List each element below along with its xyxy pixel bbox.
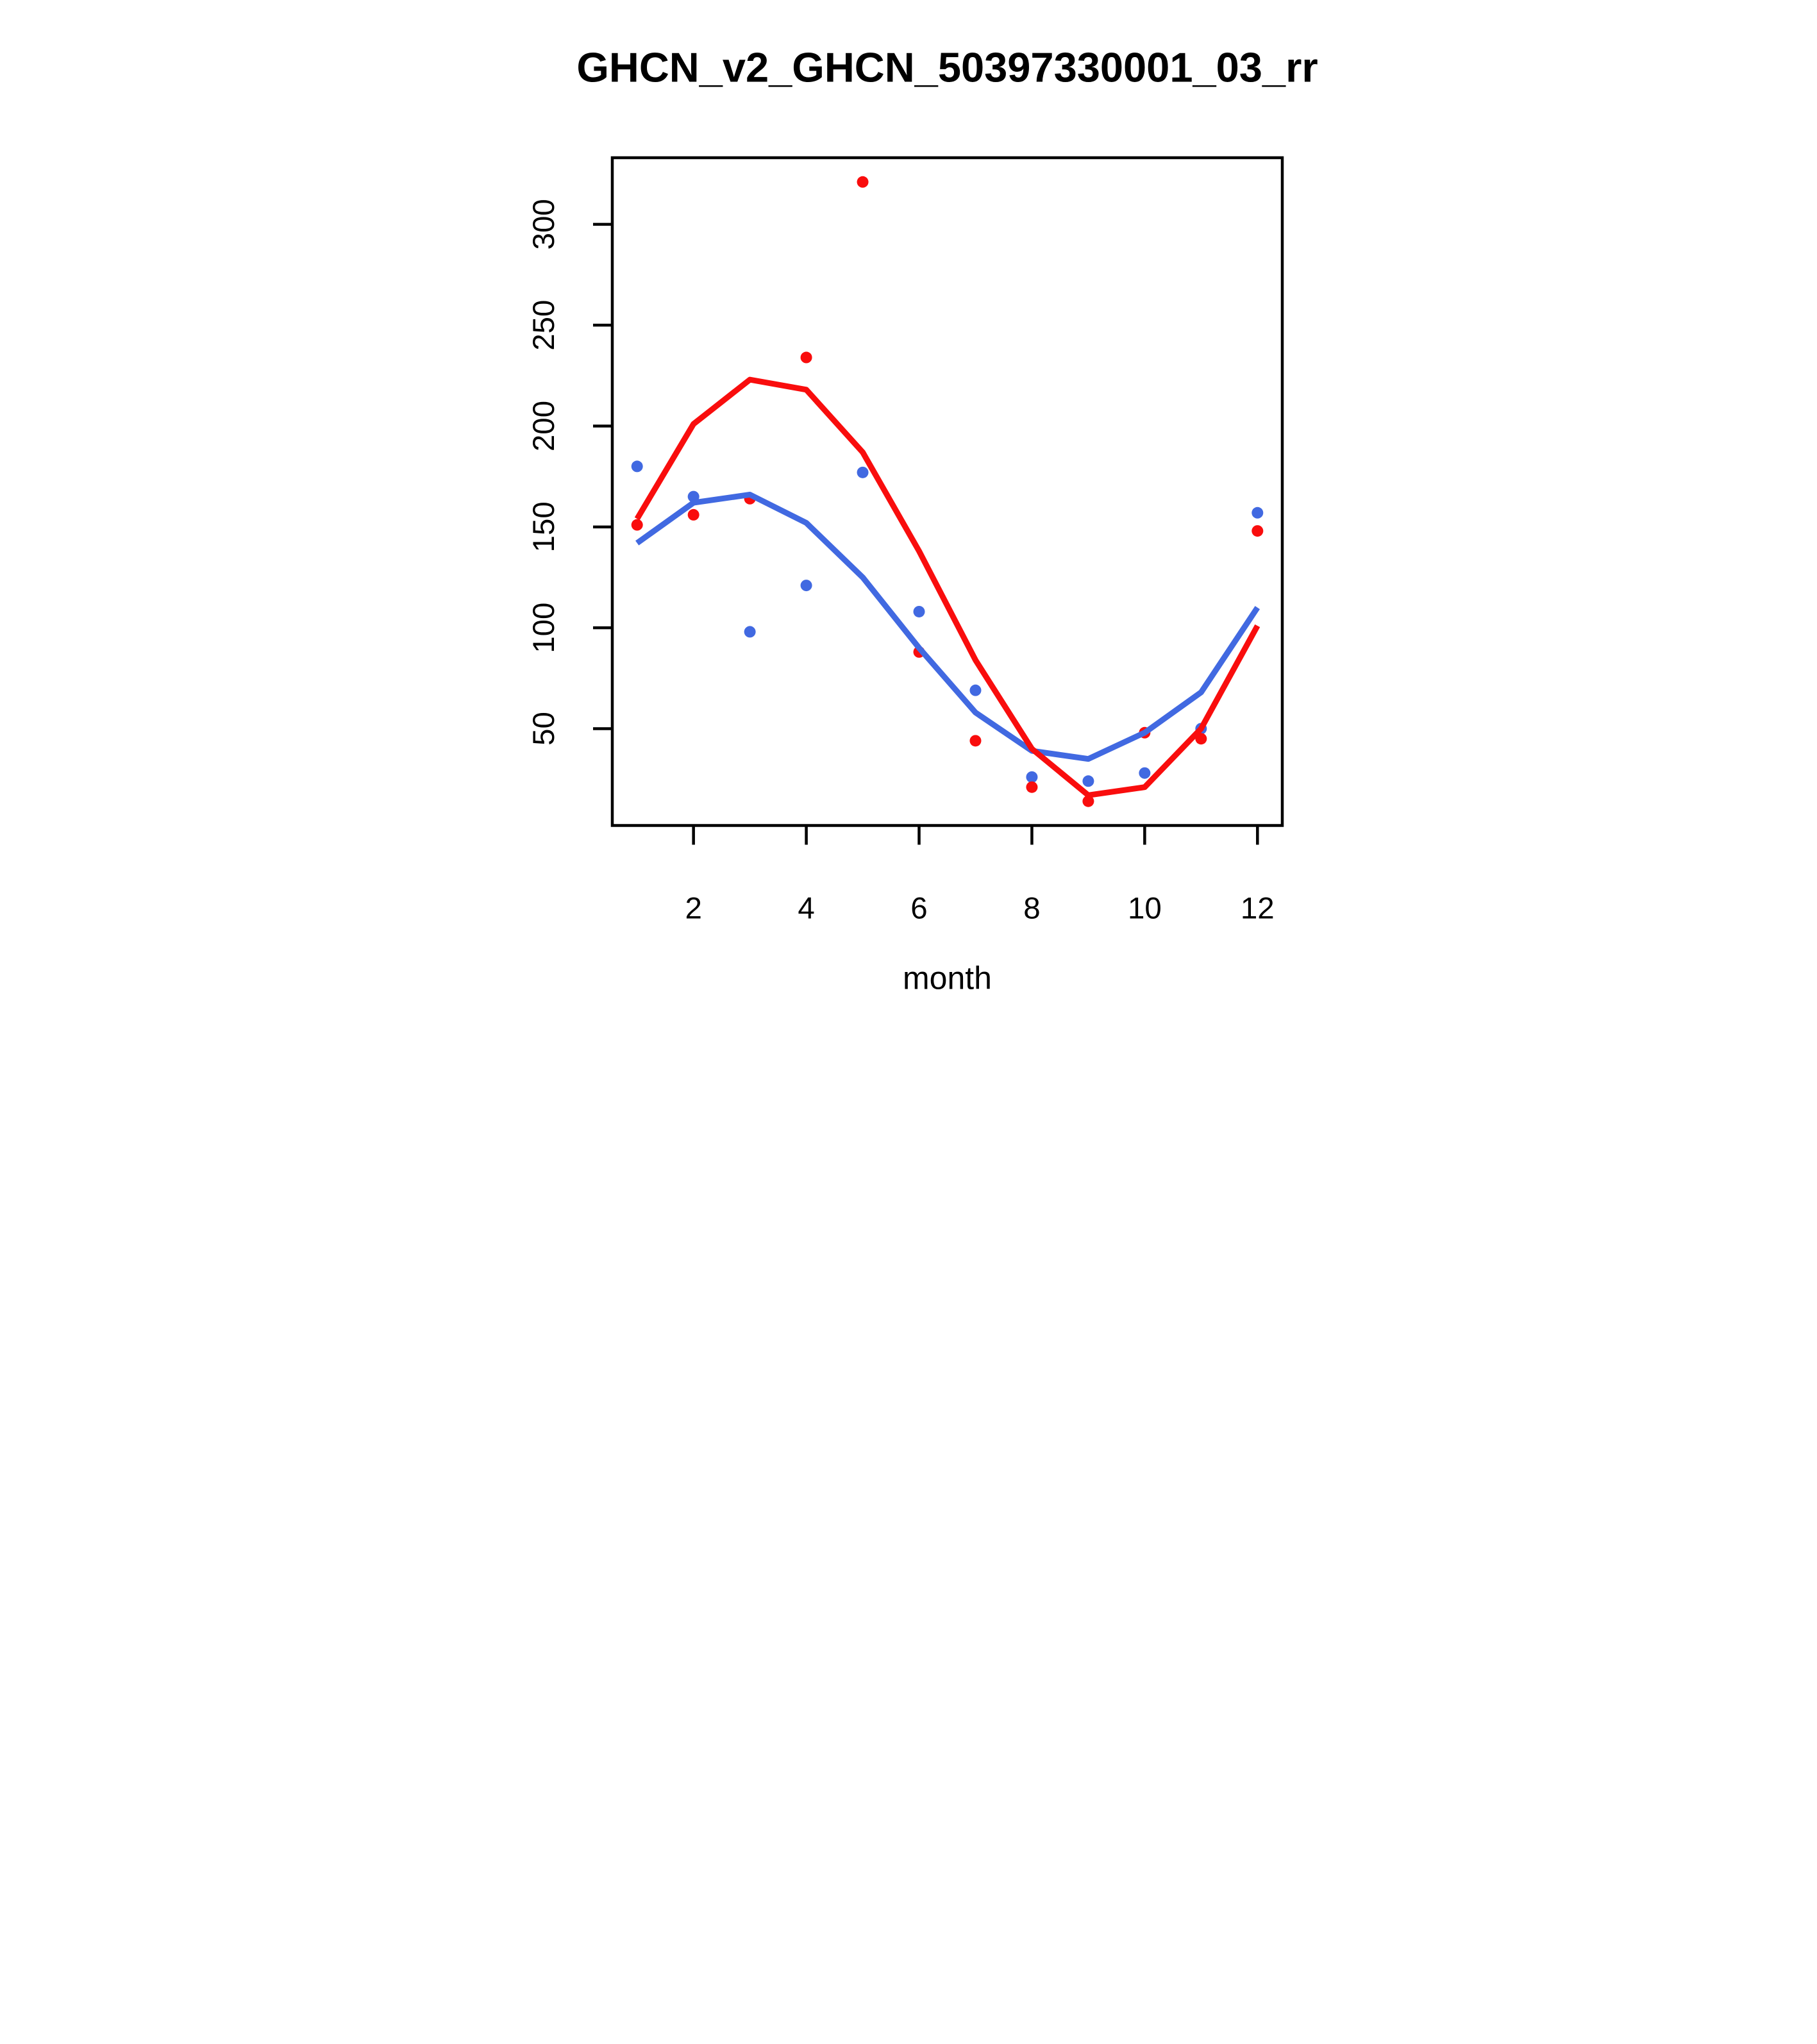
blue-points-dot [1138,767,1150,779]
chart-title: GHCN_v2_GHCN_50397330001_03_rr [576,44,1318,91]
x-axis-label: month [903,960,992,996]
x-tick-label: 12 [1240,892,1274,926]
blue-points-dot [857,466,869,478]
y-tick-label: 300 [527,199,561,249]
red-points-dot [800,351,812,364]
blue-points-dot [744,626,756,638]
y-tick-label: 100 [527,603,561,653]
blue-points-dot [800,580,812,592]
red-points-dot [1025,781,1037,793]
red-points-dot [969,735,981,747]
y-tick-label: 150 [527,501,561,552]
blue-points-dot [631,460,643,473]
y-tick-label: 50 [527,712,561,746]
blue-line [635,491,1260,762]
r-plot-figure: GHCN_v2_GHCN_50397330001_03_rr 2 4 6 8 10 12 5… [454,0,1363,1022]
blue-points-dot [1082,775,1094,787]
blue-points-dot [969,684,981,696]
plot-container: GHCN_v2_GHCN_50397330001_03_rr 2 4 6 8 10 12 5… [454,0,1363,1022]
red-points-dot [1251,525,1263,537]
x-tick-label: 8 [1023,892,1040,926]
data-series [631,176,1263,807]
axes: 2 4 6 8 10 12 50 100 150 200 250 300 [527,156,1284,926]
red-points-dot [687,508,699,521]
blue-points-dot [1251,507,1263,519]
red-points-dot [1194,733,1207,745]
red-points-dot [631,519,643,531]
red-points-dot [1082,795,1094,807]
x-tick-label: 4 [798,892,814,926]
blue-points-dot [1025,771,1037,783]
blue-points-dot [913,605,925,617]
y-tick-label: 250 [527,300,561,351]
x-tick-label: 2 [685,892,701,926]
red-line [634,376,1260,798]
y-tick-label: 200 [527,401,561,451]
x-tick-label: 10 [1127,892,1161,926]
x-tick-label: 6 [910,892,927,926]
red-points-dot [857,176,869,188]
blue-points [631,460,1263,787]
chart-canvas: GHCN_v2_GHCN_50397330001_03_rr 2 4 6 8 10 12 5… [454,0,1363,1022]
plot-box [610,156,1284,827]
